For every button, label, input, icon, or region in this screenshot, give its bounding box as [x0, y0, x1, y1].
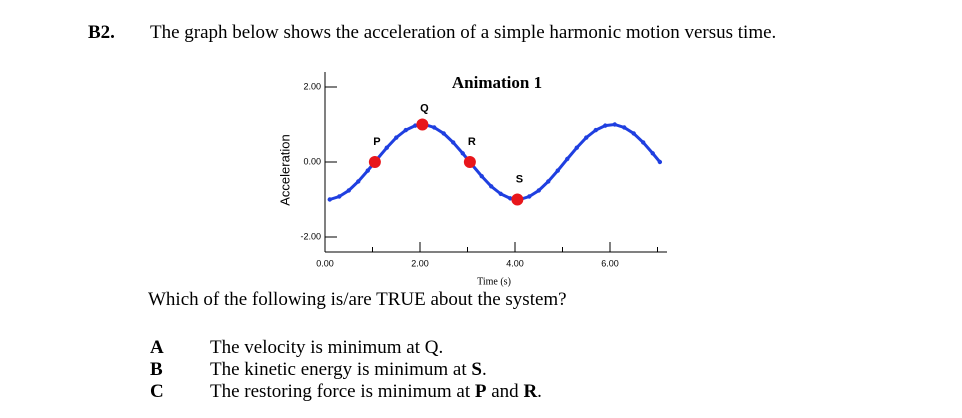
data-dot [460, 151, 465, 156]
y-tick-label: 0.00 [303, 156, 321, 166]
option-segment: The kinetic energy is minimum at [210, 359, 472, 380]
data-dot [498, 191, 503, 197]
data-dot [527, 194, 532, 199]
data-dot [657, 159, 663, 165]
data-dot [631, 131, 636, 136]
y-tick-label: 2.00 [303, 81, 321, 91]
option-letter: B [150, 359, 163, 380]
data-dot [508, 196, 513, 201]
data-dot [603, 123, 608, 128]
option-segment: . [537, 381, 542, 402]
x-tick-label: 0.00 [316, 258, 334, 268]
data-dot [536, 188, 541, 193]
point-label: P [373, 136, 380, 148]
y-tick-label: -2.00 [300, 231, 321, 241]
option-segment: . [481, 359, 487, 380]
data-dot [337, 194, 342, 199]
option-text: The velocity is minimum at Q. [210, 337, 443, 359]
data-dot [441, 131, 446, 136]
option-letter: C [150, 381, 164, 402]
option-segment: The velocity is minimum at Q. [210, 337, 444, 358]
data-dot [593, 127, 598, 133]
data-dot [612, 122, 617, 127]
data-dot [327, 197, 332, 202]
marked-point [511, 193, 524, 206]
data-dot [650, 151, 655, 156]
point-label: R [468, 136, 476, 148]
data-dot [489, 184, 494, 189]
data-dot [574, 145, 579, 150]
option-segment: and [486, 381, 524, 402]
option-keyword: R [523, 381, 538, 402]
y-axis-label: Acceleration [277, 134, 292, 206]
data-dot [432, 125, 437, 130]
x-tick-label: 6.00 [601, 258, 619, 268]
chart-title: Animation 1 [452, 73, 542, 92]
data-dot [555, 168, 560, 173]
prompt: Which of the following is/are TRUE about… [148, 289, 567, 310]
data-dot [403, 127, 408, 133]
data-dot [546, 179, 551, 184]
data-dot [641, 140, 646, 145]
data-dot [384, 145, 389, 150]
option-text: The kinetic energy is minimum at S. [210, 359, 487, 381]
option-keyword: S [471, 359, 482, 380]
data-dot [356, 179, 361, 184]
option-letter: A [150, 337, 164, 358]
option-segment: The restoring force is minimum at [210, 381, 475, 402]
marked-point [368, 156, 381, 168]
data-dot [479, 174, 484, 179]
data-dot [394, 135, 399, 140]
data-dot [413, 123, 418, 128]
data-dot [622, 125, 627, 130]
marked-point [416, 118, 429, 131]
x-tick-label: 4.00 [506, 258, 524, 268]
x-tick-label: 2.00 [411, 258, 429, 268]
question-number: B2. [88, 22, 115, 43]
question-text: The graph below shows the acceleration o… [150, 22, 777, 43]
data-dot [451, 140, 456, 145]
data-dot [565, 156, 570, 162]
point-label: Q [420, 102, 429, 114]
option-text: The restoring force is minimum at P and … [210, 381, 542, 403]
data-dot [365, 168, 370, 173]
option-keyword: P [474, 381, 487, 402]
data-dot [346, 188, 351, 193]
marked-point [463, 156, 476, 168]
point-label: S [516, 173, 523, 185]
data-dot [584, 135, 589, 140]
x-axis-label: Time (s) [477, 276, 511, 287]
